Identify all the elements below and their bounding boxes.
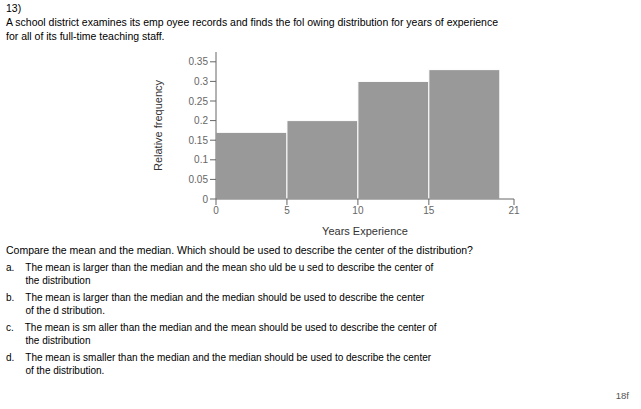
svg-text:0: 0 <box>213 205 219 216</box>
html-text:Compare the mean and the media: Compare the mean and the median. Which s… <box>6 244 473 256</box>
html-text:d. The mean is smaller than th: d. The mean is smaller than the median a… <box>6 352 432 376</box>
svg-text:Relative frequency: Relative frequency <box>152 79 164 171</box>
svg-text:5: 5 <box>284 205 290 216</box>
svg-text:15: 15 <box>423 205 435 216</box>
svg-text:0.05: 0.05 <box>189 174 209 185</box>
html-text:a. The mean is larger than the: a. The mean is larger than the median an… <box>6 262 434 286</box>
html-text:A school district examines its: A school district examines its emp oyee … <box>6 16 498 42</box>
svg-text:0.25: 0.25 <box>189 96 209 107</box>
svg-text:0.1: 0.1 <box>194 154 208 165</box>
svg-text:0.15: 0.15 <box>189 135 209 146</box>
svg-text:0: 0 <box>202 194 208 205</box>
svg-text:Years Experience: Years Experience <box>322 225 408 237</box>
svg-text:21: 21 <box>508 205 520 216</box>
svg-text:0.2: 0.2 <box>194 115 208 126</box>
svg-text:0.35: 0.35 <box>189 56 209 67</box>
html-text:13): 13) <box>6 2 22 14</box>
svg-text:10: 10 <box>352 205 364 216</box>
svg-text:0.3: 0.3 <box>194 76 208 87</box>
html-text:c. The mean is sm aller than t: c. The mean is sm aller than the median … <box>6 322 437 346</box>
html-text:18f: 18f <box>615 390 629 401</box>
html-text:b. The mean is larger than the: b. The mean is larger than the median an… <box>6 292 425 316</box>
